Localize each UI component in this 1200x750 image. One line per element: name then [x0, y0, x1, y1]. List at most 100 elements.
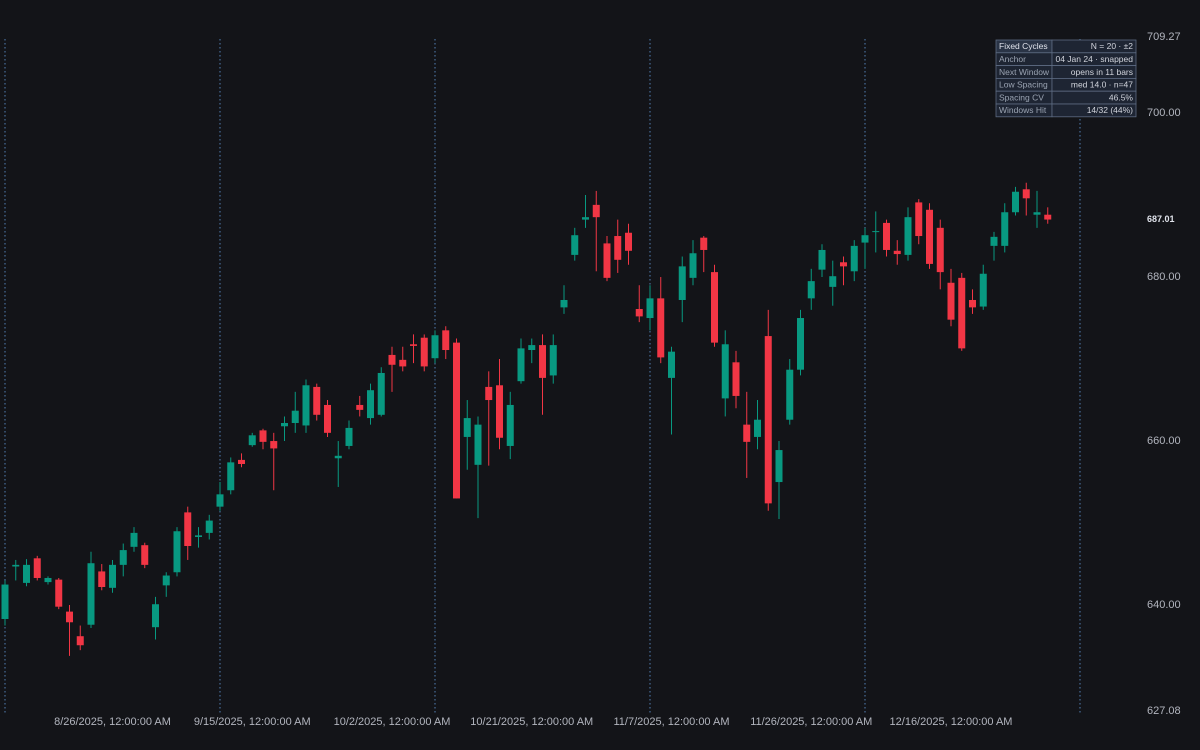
candle-body	[87, 563, 95, 625]
candle-body	[571, 235, 579, 255]
candle-body	[485, 386, 493, 401]
y-tick-label: 680.00	[1147, 271, 1181, 283]
table-key: Next Window	[999, 67, 1050, 77]
x-tick-label: 8/26/2025, 12:00:00 AM	[54, 716, 171, 728]
candle-body	[313, 386, 321, 415]
table-value: 46.5%	[1109, 92, 1134, 102]
candle-body	[764, 336, 772, 504]
candle-body	[1012, 191, 1019, 213]
candle-body	[1022, 189, 1030, 199]
candle-body	[431, 335, 439, 359]
candle-body	[23, 564, 30, 583]
x-tick-label: 12/16/2025, 12:00:00 AM	[890, 716, 1013, 728]
candle-body	[109, 564, 116, 588]
candle-body	[893, 250, 901, 255]
candle-body	[625, 232, 632, 251]
x-tick-label: 11/26/2025, 12:00:00 AM	[750, 716, 872, 728]
candle-body	[646, 298, 654, 319]
x-tick-label: 10/21/2025, 12:00:00 AM	[470, 716, 593, 728]
candle-body	[775, 450, 783, 483]
candle-body	[345, 427, 353, 446]
candle-body	[700, 237, 708, 250]
candle-body	[227, 462, 235, 491]
candle-body	[248, 435, 256, 446]
candle-body	[539, 345, 546, 378]
candle-body	[281, 422, 288, 427]
y-tick-label: 627.08	[1147, 705, 1181, 717]
table-key: Fixed Cycles	[999, 41, 1048, 51]
candle-body	[947, 282, 955, 320]
table-key: Low Spacing	[999, 80, 1048, 90]
candle-body	[33, 558, 41, 578]
candle-body	[420, 337, 428, 367]
table-value: N = 20 · ±2	[1091, 41, 1133, 51]
candle-body	[377, 372, 385, 415]
candle-body	[926, 209, 933, 264]
table-value: opens in 11 bars	[1071, 67, 1133, 77]
candle-body	[936, 227, 944, 273]
candle-body	[324, 404, 331, 433]
candle-body	[399, 359, 407, 367]
candle-body	[442, 330, 450, 351]
table-value: 04 Jan 24 · snapped	[1055, 54, 1133, 64]
candle-body	[979, 273, 987, 307]
candle-body	[915, 202, 923, 237]
y-tick-label: 640.00	[1147, 599, 1181, 611]
candle-body	[1, 584, 9, 619]
candle-body	[76, 636, 84, 646]
candle-body	[732, 362, 740, 396]
candle-body	[1001, 212, 1009, 246]
candle-body	[291, 410, 299, 423]
candle-body	[66, 611, 73, 623]
candle-body	[786, 369, 794, 420]
candle-body	[195, 535, 202, 537]
candle-body	[55, 579, 63, 607]
candle-body	[12, 564, 20, 567]
candle-body	[872, 231, 880, 233]
candle-body	[184, 512, 192, 547]
candle-body	[603, 243, 611, 278]
candle-body	[861, 235, 869, 243]
candle-body	[388, 354, 396, 365]
candle-body	[614, 236, 622, 260]
table-key: Windows Hit	[999, 105, 1047, 115]
candle-body	[797, 318, 804, 370]
y-tick-label: 709.27	[1147, 31, 1181, 43]
table-key: Spacing CV	[999, 92, 1044, 102]
candle-body	[850, 245, 858, 272]
candle-body	[818, 249, 826, 270]
candle-body	[743, 424, 751, 442]
candle-body	[807, 281, 815, 299]
candle-body	[711, 272, 718, 343]
candle-body	[635, 309, 643, 317]
table-key: Anchor	[999, 54, 1026, 64]
info-table: Fixed Cycles N = 20 · ±2 Anchor 04 Jan 24 ·…	[995, 39, 1137, 118]
candle-body	[367, 390, 374, 419]
candle-body	[1044, 214, 1052, 220]
candle-body	[496, 385, 503, 438]
candle-body	[754, 419, 761, 437]
candle-body	[238, 459, 245, 465]
candle-body	[829, 276, 837, 287]
candle-body	[44, 577, 52, 583]
candle-body	[958, 277, 966, 349]
last-price-label: 687.01	[1147, 214, 1175, 224]
candle-body	[721, 344, 729, 399]
candle-body	[657, 298, 665, 358]
candle-body	[582, 217, 589, 220]
table-value: med 14.0 · n=47	[1071, 80, 1133, 90]
candle-body	[173, 531, 181, 573]
candle-body	[883, 222, 890, 250]
candle-body	[98, 571, 106, 588]
y-tick-label: 660.00	[1147, 435, 1181, 447]
candle-body	[141, 545, 149, 565]
candle-body	[162, 575, 170, 586]
candle-body	[668, 351, 675, 378]
candle-body	[549, 345, 557, 376]
candle-body	[474, 424, 482, 465]
candle-body	[216, 494, 224, 507]
candle-body	[356, 404, 364, 410]
candle-body	[130, 532, 138, 547]
y-tick-label: 700.00	[1147, 107, 1181, 119]
